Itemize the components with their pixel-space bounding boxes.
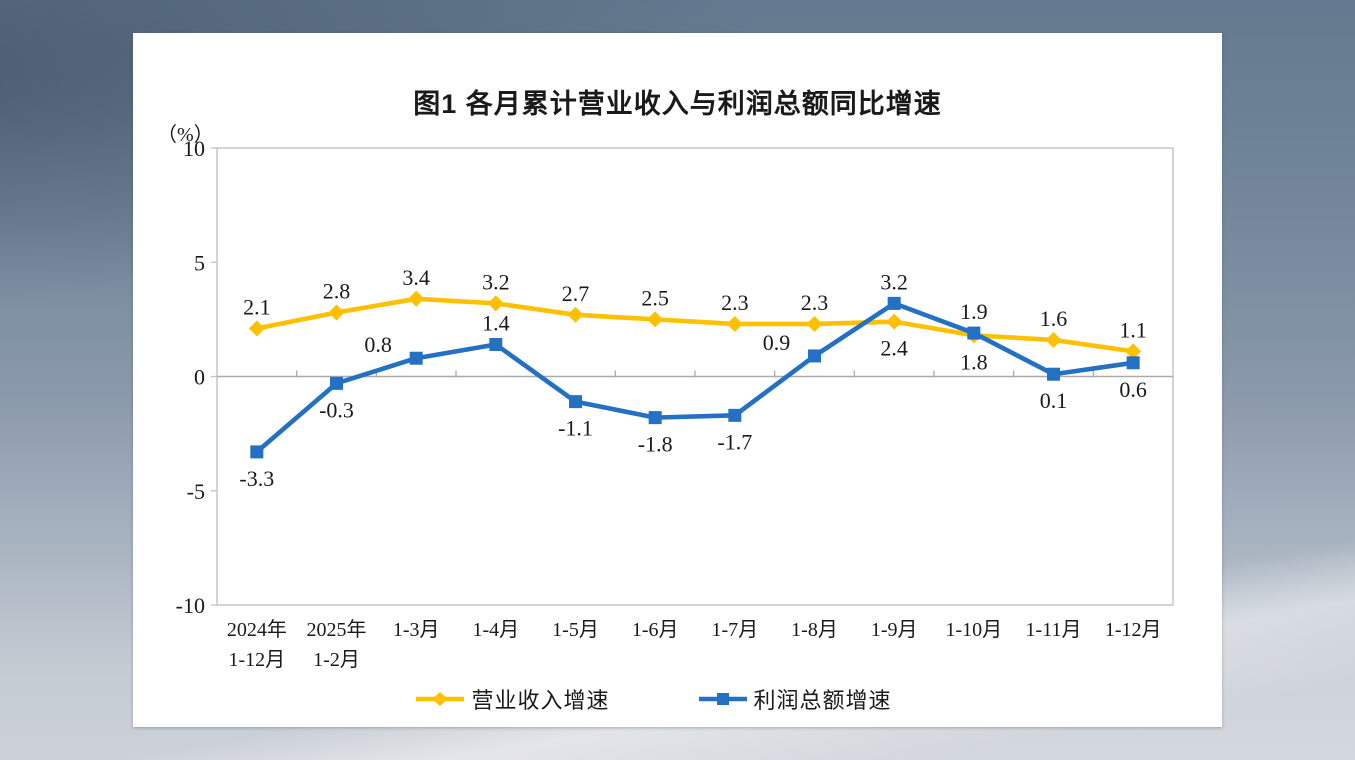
data-point-label: 3.2 (880, 269, 908, 294)
data-point-label: 1.9 (960, 299, 988, 324)
revenue-legend-marker-icon (416, 692, 465, 706)
revenue-point-marker (1045, 331, 1062, 348)
profit-line (254, 301, 1136, 455)
data-point-label: 0.6 (1119, 377, 1147, 402)
x-axis-category-label: 1-10月 (945, 619, 1002, 641)
revenue-point-marker (806, 315, 823, 332)
data-point-label: 2.3 (721, 290, 749, 315)
x-axis-category-label: 1-8月 (791, 619, 838, 641)
profit-point-marker (409, 351, 423, 365)
data-point-label: 1.8 (960, 349, 988, 374)
profit-point-marker (808, 349, 821, 363)
line-chart-plot: 10 5 0 -5 -10 2024年 1-12月 2025年 1-2月 1-3月 1-4月 1-5月… (176, 136, 1174, 671)
data-point-label: 2.8 (323, 279, 351, 304)
x-axis-category-label: 2024年 1-12月 (227, 618, 287, 671)
data-point-label: 0.1 (1040, 388, 1068, 413)
revenue-point-marker (408, 290, 425, 307)
revenue-point-marker (487, 295, 504, 312)
data-point-label: 2.7 (562, 281, 590, 306)
x-axis-category-label: 1-3月 (393, 619, 440, 641)
legend-item-revenue: 营业收入增速 (415, 683, 609, 715)
profit-point-marker (1126, 356, 1140, 370)
x-axis-category-label: 1-6月 (632, 619, 679, 641)
data-point-label: 1.1 (1119, 317, 1147, 342)
data-point-label: 1.6 (1040, 306, 1068, 331)
legend-label-revenue: 营业收入增速 (471, 688, 610, 713)
x-axis-category-label: 1-7月 (711, 619, 758, 641)
data-point-label: -1.1 (558, 416, 593, 441)
revenue-point-marker (647, 311, 664, 328)
chart-title: 图1 各月累计营业收入与利润总额同比增速 (413, 89, 942, 119)
data-point-label: 3.4 (402, 265, 430, 290)
legend-item-profit: 利润总额增速 (698, 683, 892, 715)
chart-legend: 营业收入增速 利润总额增速 (109, 683, 1198, 715)
y-axis-tick-label: 0 (194, 365, 205, 390)
profit-point-marker (330, 376, 343, 390)
revenue-point-marker (328, 304, 345, 321)
legend-label-profit: 利润总额增速 (753, 688, 892, 713)
x-axis-category-label: 1-12月 (1105, 619, 1162, 641)
profit-point-marker (648, 411, 662, 425)
x-axis-category-label: 2025年 1-2月 (307, 618, 367, 671)
data-point-label: -3.3 (239, 466, 274, 491)
x-axis-category-label: 1-5月 (552, 619, 599, 641)
profit-point-marker (967, 326, 981, 340)
x-axis-category-label: 1-9月 (871, 619, 918, 641)
x-axis-category-label: 1-4月 (472, 619, 519, 641)
y-axis-tick-label: -5 (187, 479, 205, 504)
data-point-label: 2.4 (880, 336, 908, 361)
revenue-point-marker (248, 320, 265, 337)
data-point-label: 2.1 (243, 295, 270, 320)
y-axis-tick-label: 5 (194, 250, 205, 275)
profit-legend-marker-icon (698, 693, 747, 705)
profit-point-marker (887, 296, 901, 310)
revenue-point-marker (1125, 343, 1142, 360)
data-point-label: 3.2 (482, 269, 510, 294)
y-axis-tick-label: -10 (176, 593, 205, 618)
data-point-label: 0.9 (763, 330, 791, 355)
y-axis-unit-label: （%） (157, 124, 214, 146)
profit-point-marker (489, 338, 503, 352)
profit-point-marker (250, 445, 264, 459)
data-point-label: -1.8 (638, 432, 673, 457)
data-point-label: 2.5 (641, 285, 669, 310)
chart-card: 图1 各月累计营业收入与利润总额同比增速 （%） 10 5 0 -5 -10 2024年 1… (133, 33, 1222, 727)
data-point-label: -1.7 (717, 429, 752, 454)
data-point-label: 1.4 (482, 311, 510, 336)
revenue-point-marker (567, 306, 584, 323)
revenue-point-marker (726, 315, 743, 332)
y-axis-tick-label: 10 (183, 136, 205, 161)
data-point-label: -0.3 (319, 397, 354, 422)
profit-point-marker (1047, 367, 1060, 381)
revenue-point-marker (886, 313, 903, 330)
data-point-label: 0.8 (364, 332, 392, 357)
data-point-label: 2.3 (801, 290, 829, 315)
revenue-line (254, 296, 1136, 354)
profit-point-marker (728, 408, 742, 422)
profit-point-marker (569, 395, 582, 409)
x-axis-category-label: 1-11月 (1026, 619, 1082, 641)
